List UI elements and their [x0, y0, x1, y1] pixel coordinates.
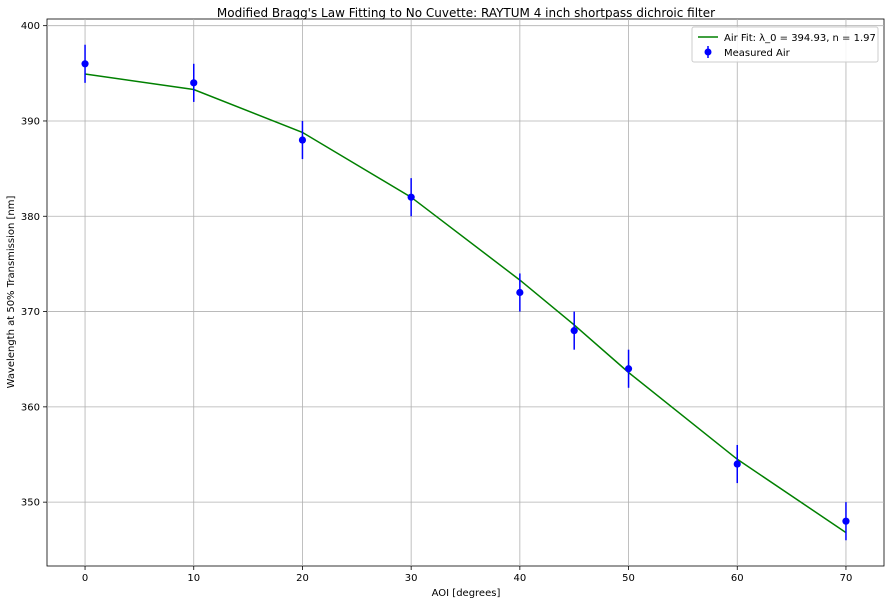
x-axis-ticks: 0 10 20 30 40 50 60 70	[82, 566, 852, 584]
x-tick-label: 40	[513, 573, 526, 584]
y-tick-label: 360	[21, 402, 40, 413]
y-tick-label: 400	[21, 21, 40, 32]
fit-line	[84, 73, 847, 534]
legend-fit-label: Air Fit: λ_0 = 394.93, n = 1.97	[724, 33, 876, 44]
legend-measured-marker-swatch	[704, 48, 712, 56]
x-tick-label: 0	[82, 573, 88, 584]
data-point	[570, 327, 578, 335]
plot-area	[46, 18, 885, 567]
chart-title: Modified Bragg's Law Fitting to No Cuvet…	[217, 6, 715, 20]
data-point	[842, 517, 850, 525]
data-point	[407, 193, 415, 201]
y-tick-label: 370	[21, 307, 40, 318]
y-tick-label: 350	[21, 498, 40, 509]
data-point	[190, 79, 198, 87]
legend-measured-label: Measured Air	[724, 48, 791, 59]
data-point	[733, 460, 741, 468]
series-layer	[81, 44, 850, 541]
data-point	[624, 365, 633, 373]
legend-box	[691, 26, 879, 63]
x-tick-label: 20	[296, 573, 309, 584]
data-point	[81, 60, 89, 68]
y-tick-label: 380	[21, 212, 40, 223]
y-tick-label: 390	[21, 116, 40, 127]
x-tick-label: 60	[731, 573, 744, 584]
x-axis-label: AOI [degrees]	[432, 588, 501, 599]
grid-lines	[47, 19, 884, 566]
x-tick-label: 50	[622, 573, 635, 584]
x-tick-label: 30	[405, 573, 418, 584]
y-axis-label: Wavelength at 50% Transmission [nm]	[6, 196, 17, 389]
data-point	[298, 136, 307, 144]
x-tick-label: 70	[840, 573, 853, 584]
y-axis-ticks: 350 360 370 380 390 400	[21, 21, 47, 509]
legend: Air Fit: λ_0 = 394.93, n = 1.97 Measured…	[691, 26, 879, 63]
x-tick-label: 10	[187, 573, 200, 584]
data-point	[516, 288, 524, 297]
